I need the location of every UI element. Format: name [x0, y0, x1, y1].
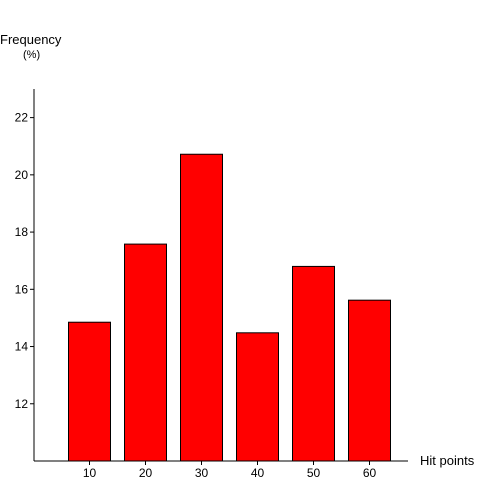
- y-axis-label: Frequency: [0, 32, 62, 47]
- y-tick-label: 14: [15, 340, 29, 354]
- bar: [180, 153, 223, 462]
- y-tick-label: 20: [15, 168, 29, 182]
- bar: [236, 332, 279, 462]
- x-axis-label: Hit points: [420, 453, 475, 468]
- y-tick-label: 22: [15, 111, 29, 125]
- y-axis-unit-label: (%): [23, 49, 41, 61]
- bar: [124, 243, 167, 462]
- y-tick-label: 18: [15, 225, 29, 239]
- x-tick-label: 30: [195, 466, 209, 480]
- x-tick-label: 10: [83, 466, 97, 480]
- x-tick-label: 40: [251, 466, 265, 480]
- x-tick-label: 60: [363, 466, 377, 480]
- y-tick-label: 12: [15, 397, 29, 411]
- bar: [68, 321, 111, 462]
- x-tick-label: 20: [139, 466, 153, 480]
- y-tick-label: 16: [15, 282, 29, 296]
- x-tick-label: 50: [307, 466, 321, 480]
- bar: [292, 265, 335, 462]
- bar: [348, 299, 391, 462]
